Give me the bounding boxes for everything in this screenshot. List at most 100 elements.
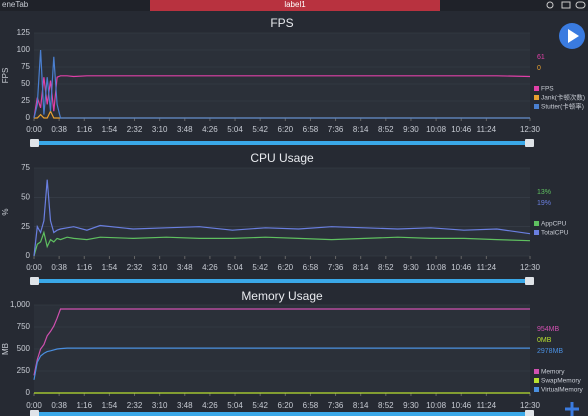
- x-tick-label: 5:42: [252, 125, 268, 134]
- x-tick-label: 2:32: [127, 125, 143, 134]
- range-slider[interactable]: [34, 279, 530, 283]
- x-tick-label: 5:42: [252, 263, 268, 272]
- current-value: 0: [537, 65, 541, 72]
- slider-handle[interactable]: [30, 410, 39, 416]
- range-slider[interactable]: [34, 412, 530, 416]
- add-button[interactable]: [565, 402, 579, 416]
- legend-swatch: [534, 95, 539, 100]
- legend-swatch: [534, 369, 539, 374]
- y-tick-label: 25: [21, 96, 30, 105]
- x-tick-label: 3:10: [152, 263, 168, 272]
- x-tick-label: 8:52: [378, 401, 394, 410]
- x-tick-label: 10:08: [426, 401, 447, 410]
- slider-handle[interactable]: [30, 277, 39, 285]
- plot-area: [34, 168, 530, 256]
- legend-swatch: [534, 86, 539, 91]
- chart-title: CPU Usage: [250, 151, 314, 165]
- tab[interactable]: eneTab: [2, 0, 29, 9]
- folder-icon[interactable]: [561, 1, 571, 9]
- x-tick-label: 11:24: [477, 263, 497, 272]
- x-tick-label: 8:14: [353, 263, 369, 272]
- active-tab[interactable]: [150, 0, 440, 11]
- y-axis-label: MB: [1, 343, 10, 355]
- x-tick-label: 8:14: [353, 401, 369, 410]
- x-tick-label: 2:32: [127, 263, 143, 272]
- current-value: 19%: [537, 200, 551, 207]
- x-tick-label: 7:36: [328, 125, 344, 134]
- series-line: [33, 308, 530, 376]
- legend-swatch: [534, 221, 539, 226]
- cloud-icon[interactable]: [575, 1, 586, 9]
- x-tick-label: 9:30: [403, 401, 419, 410]
- x-tick-label: 3:48: [177, 401, 193, 410]
- legend-label[interactable]: FPS: [541, 86, 554, 93]
- x-tick-label: 2:32: [127, 401, 143, 410]
- slider-handle[interactable]: [30, 139, 39, 147]
- slider-handle[interactable]: [525, 410, 534, 416]
- y-tick-label: 50: [21, 79, 30, 88]
- y-tick-label: 1,000: [10, 300, 31, 309]
- x-tick-label: 1:16: [76, 263, 92, 272]
- current-value: 0MB: [537, 337, 552, 344]
- x-tick-label: 10:46: [451, 401, 472, 410]
- x-tick-label: 6:58: [303, 263, 319, 272]
- legend-label[interactable]: AppCPU: [541, 221, 567, 228]
- legend-label[interactable]: VirtualMemory: [541, 387, 584, 394]
- x-tick-label: 10:46: [451, 263, 472, 272]
- x-tick-label: 1:54: [102, 263, 118, 272]
- legend-swatch: [534, 104, 539, 109]
- slider-handle[interactable]: [525, 139, 534, 147]
- x-tick-label: 12:30: [520, 125, 541, 134]
- x-tick-label: 1:54: [102, 401, 118, 410]
- legend-swatch: [534, 378, 539, 383]
- x-tick-label: 0:38: [51, 263, 67, 272]
- y-tick-label: 125: [17, 28, 31, 37]
- x-tick-label: 1:16: [76, 401, 92, 410]
- x-tick-label: 0:38: [51, 401, 67, 410]
- slider-handle[interactable]: [525, 277, 534, 285]
- x-tick-label: 5:04: [227, 125, 243, 134]
- y-tick-label: 0: [26, 251, 31, 260]
- current-value: 954MB: [537, 326, 560, 333]
- legend-swatch: [534, 230, 539, 235]
- x-tick-label: 10:46: [451, 125, 472, 134]
- x-tick-label: 4:26: [202, 401, 218, 410]
- x-tick-label: 6:20: [278, 125, 294, 134]
- x-tick-label: 11:24: [477, 401, 497, 410]
- x-tick-label: 10:08: [426, 125, 447, 134]
- range-slider[interactable]: [34, 141, 530, 145]
- x-tick-label: 9:30: [403, 125, 419, 134]
- chart-title: FPS: [270, 16, 293, 30]
- series-line: [33, 49, 530, 119]
- x-tick-label: 3:10: [152, 401, 168, 410]
- y-axis-label: %: [1, 208, 10, 215]
- current-value: 13%: [537, 189, 551, 196]
- y-tick-label: 250: [17, 366, 31, 375]
- legend-label[interactable]: SwapMemory: [541, 378, 581, 385]
- x-tick-label: 4:26: [202, 263, 218, 272]
- legend-swatch: [534, 387, 539, 392]
- x-tick-label: 5:42: [252, 401, 268, 410]
- legend-label[interactable]: Stutter(卡顿率): [541, 102, 584, 111]
- x-tick-label: 0:38: [51, 125, 67, 134]
- x-tick-label: 6:20: [278, 263, 294, 272]
- y-tick-label: 100: [17, 45, 31, 54]
- series-line: [33, 347, 530, 380]
- legend-label[interactable]: Jank(卡顿次数): [541, 93, 585, 102]
- y-tick-label: 750: [17, 322, 31, 331]
- chart-title: Memory Usage: [241, 289, 323, 303]
- location-icon[interactable]: [546, 1, 554, 9]
- current-value: 61: [537, 54, 545, 61]
- current-value: 2978MB: [537, 348, 563, 355]
- x-tick-label: 0:00: [26, 125, 42, 134]
- series-line: [33, 230, 531, 257]
- x-tick-label: 0:00: [26, 263, 42, 272]
- x-tick-label: 7:36: [328, 401, 344, 410]
- legend-label[interactable]: TotalCPU: [541, 230, 569, 237]
- active-tab-label[interactable]: label1: [284, 0, 306, 9]
- x-tick-label: 8:52: [378, 125, 394, 134]
- x-tick-label: 11:24: [477, 125, 497, 134]
- legend-label[interactable]: Memory: [541, 369, 565, 376]
- x-tick-label: 8:52: [378, 263, 394, 272]
- series-line: [33, 75, 531, 119]
